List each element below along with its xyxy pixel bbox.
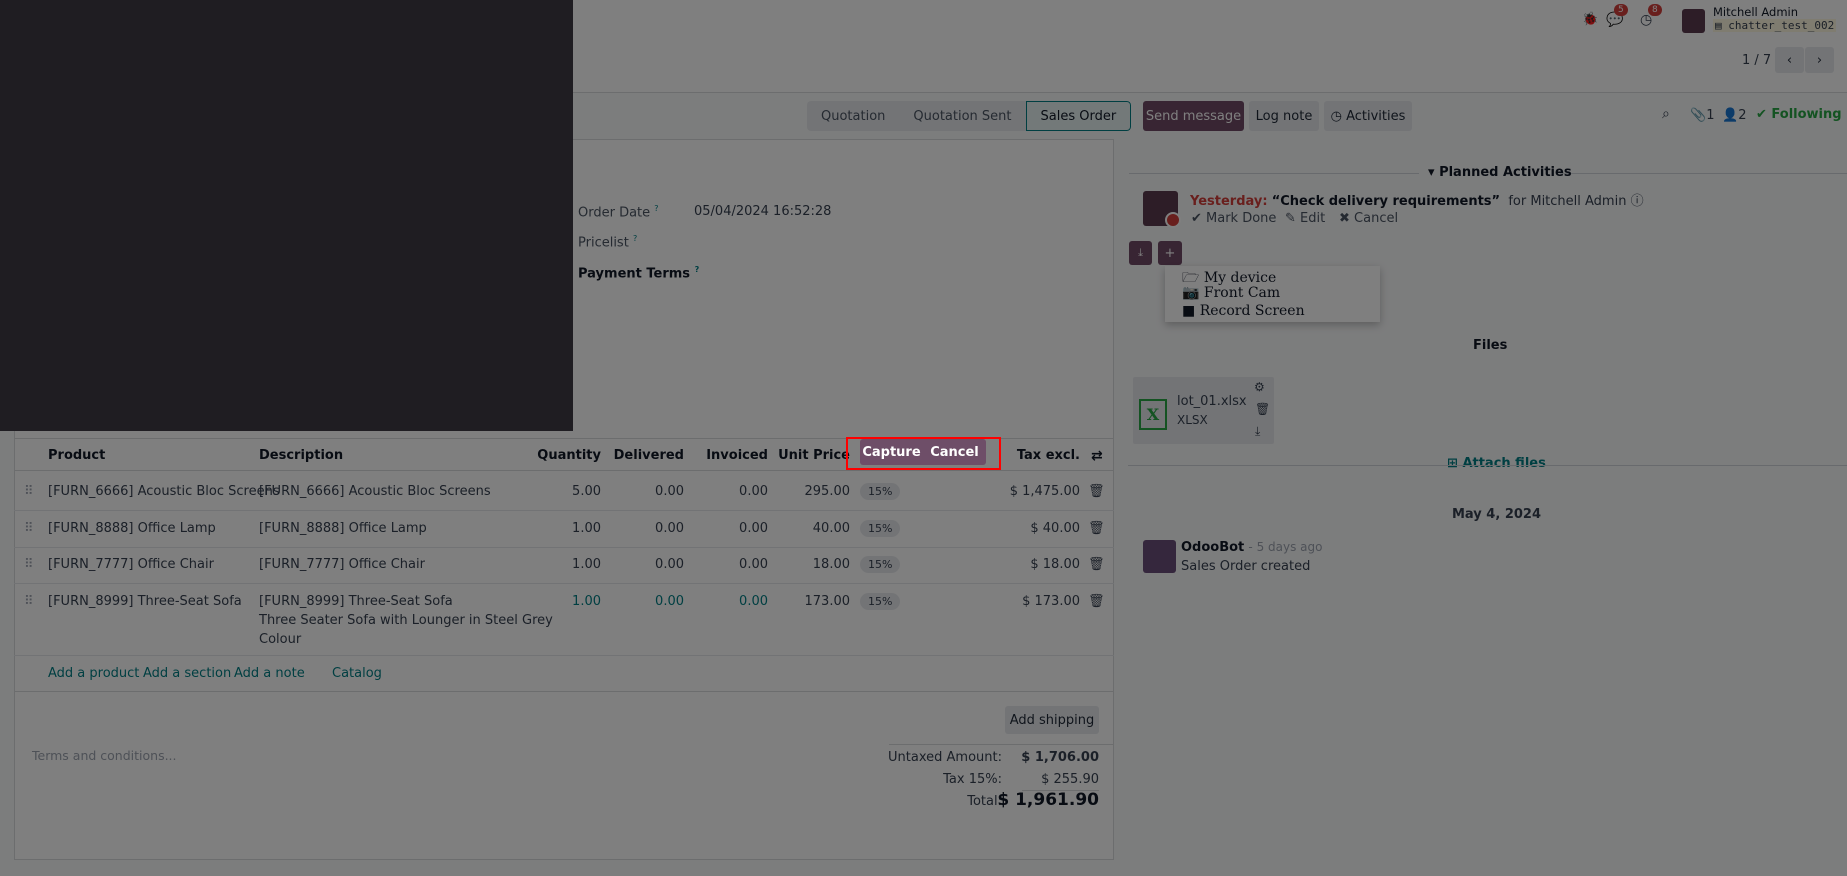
capture-cancel-button[interactable]: Cancel	[930, 444, 979, 460]
highlight-box	[846, 437, 1001, 470]
capture-button[interactable]: Capture	[862, 444, 921, 460]
capture-toolbar: Capture Cancel	[860, 439, 986, 465]
capture-preview	[0, 0, 573, 431]
